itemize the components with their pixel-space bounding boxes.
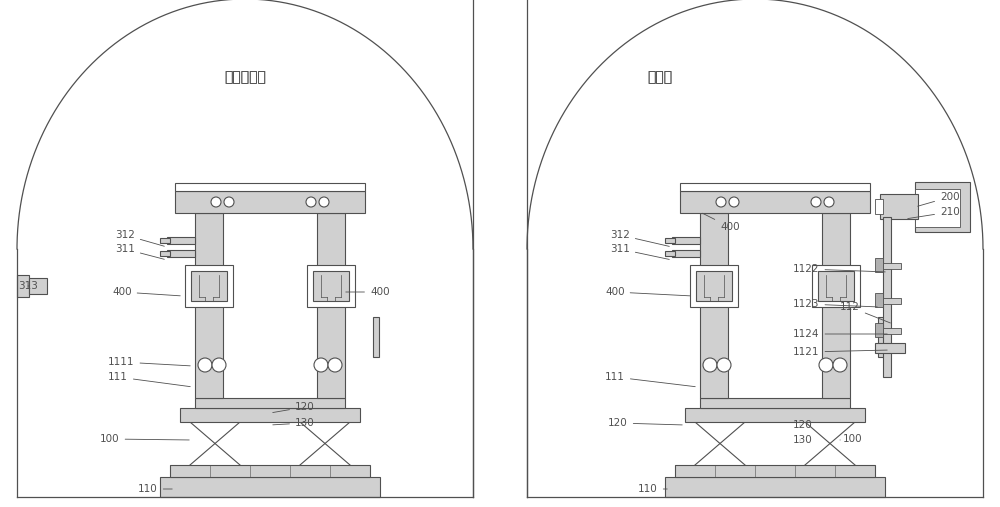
Bar bbox=[160, 477, 380, 497]
Bar bbox=[818, 271, 854, 301]
Circle shape bbox=[716, 197, 726, 207]
Text: 210: 210 bbox=[908, 207, 960, 219]
Bar bbox=[880, 194, 918, 219]
Text: 1123: 1123 bbox=[793, 299, 877, 309]
Bar bbox=[313, 271, 349, 301]
Text: 110: 110 bbox=[138, 484, 172, 494]
Text: 装夹卸料区: 装夹卸料区 bbox=[224, 70, 266, 84]
Circle shape bbox=[211, 197, 221, 207]
Bar bbox=[160, 238, 170, 243]
Bar bbox=[675, 465, 875, 477]
Bar bbox=[685, 408, 865, 422]
Bar bbox=[883, 298, 901, 304]
Bar bbox=[875, 293, 883, 307]
Text: 1122: 1122 bbox=[793, 264, 885, 274]
Bar bbox=[700, 398, 850, 408]
Text: 1124: 1124 bbox=[793, 329, 887, 339]
Bar bbox=[167, 237, 195, 244]
Text: 加工区: 加工区 bbox=[647, 70, 673, 84]
Circle shape bbox=[212, 358, 226, 372]
Bar bbox=[915, 189, 960, 227]
Circle shape bbox=[703, 358, 717, 372]
Text: 311: 311 bbox=[610, 244, 669, 260]
Circle shape bbox=[833, 358, 847, 372]
Bar bbox=[195, 398, 345, 408]
Text: 400: 400 bbox=[605, 287, 690, 297]
Bar bbox=[680, 191, 870, 213]
Text: 110: 110 bbox=[638, 484, 667, 494]
Text: 加工区: 加工区 bbox=[647, 70, 673, 84]
Text: 120: 120 bbox=[793, 420, 813, 430]
Bar bbox=[680, 183, 870, 191]
Text: 112: 112 bbox=[840, 302, 890, 323]
Text: 311: 311 bbox=[115, 244, 164, 259]
Bar bbox=[665, 477, 885, 497]
Bar bbox=[672, 250, 700, 257]
Circle shape bbox=[198, 358, 212, 372]
Text: 130: 130 bbox=[273, 418, 315, 428]
Bar bbox=[307, 265, 355, 307]
Bar bbox=[822, 213, 850, 398]
Circle shape bbox=[811, 197, 821, 207]
Bar bbox=[175, 183, 365, 191]
Text: 111: 111 bbox=[108, 372, 190, 387]
Bar bbox=[915, 182, 970, 232]
Bar bbox=[175, 191, 365, 213]
Bar bbox=[191, 271, 227, 301]
Circle shape bbox=[314, 358, 328, 372]
Bar bbox=[700, 213, 728, 398]
Text: 400: 400 bbox=[702, 213, 740, 232]
Text: 装夹卸料区: 装夹卸料区 bbox=[224, 70, 266, 84]
Circle shape bbox=[824, 197, 834, 207]
Text: 312: 312 bbox=[115, 230, 164, 246]
Bar bbox=[167, 250, 195, 257]
Bar bbox=[883, 263, 901, 269]
Bar bbox=[185, 265, 233, 307]
Text: 312: 312 bbox=[610, 230, 669, 246]
Text: 111: 111 bbox=[605, 372, 695, 387]
Circle shape bbox=[224, 197, 234, 207]
Bar bbox=[812, 265, 860, 307]
Text: 313: 313 bbox=[18, 281, 38, 291]
Bar bbox=[875, 199, 883, 214]
Text: 1111: 1111 bbox=[108, 357, 190, 367]
Bar bbox=[160, 251, 170, 256]
Bar bbox=[665, 238, 675, 243]
Text: 400: 400 bbox=[112, 287, 180, 297]
Text: 1121: 1121 bbox=[793, 347, 887, 357]
Bar bbox=[878, 317, 884, 357]
Bar bbox=[180, 408, 360, 422]
Circle shape bbox=[328, 358, 342, 372]
Bar bbox=[672, 237, 700, 244]
Bar bbox=[665, 251, 675, 256]
Text: 130: 130 bbox=[793, 435, 813, 445]
Bar bbox=[883, 328, 901, 334]
Bar bbox=[875, 343, 905, 353]
Circle shape bbox=[819, 358, 833, 372]
Text: 200: 200 bbox=[918, 192, 960, 206]
Text: 120: 120 bbox=[273, 402, 315, 413]
Bar bbox=[875, 323, 883, 337]
Bar bbox=[29, 278, 47, 294]
Circle shape bbox=[717, 358, 731, 372]
Bar bbox=[170, 465, 370, 477]
Bar bbox=[373, 317, 379, 357]
Circle shape bbox=[306, 197, 316, 207]
Bar bbox=[883, 217, 891, 377]
Bar bbox=[317, 213, 345, 398]
Bar bbox=[195, 213, 223, 398]
Text: 400: 400 bbox=[346, 287, 390, 297]
Bar bbox=[17, 275, 29, 297]
Bar bbox=[690, 265, 738, 307]
Text: 100: 100 bbox=[840, 434, 863, 444]
Bar bbox=[875, 258, 883, 272]
Bar bbox=[696, 271, 732, 301]
Circle shape bbox=[729, 197, 739, 207]
Circle shape bbox=[319, 197, 329, 207]
Text: 100: 100 bbox=[100, 434, 189, 444]
Text: 120: 120 bbox=[608, 418, 682, 428]
